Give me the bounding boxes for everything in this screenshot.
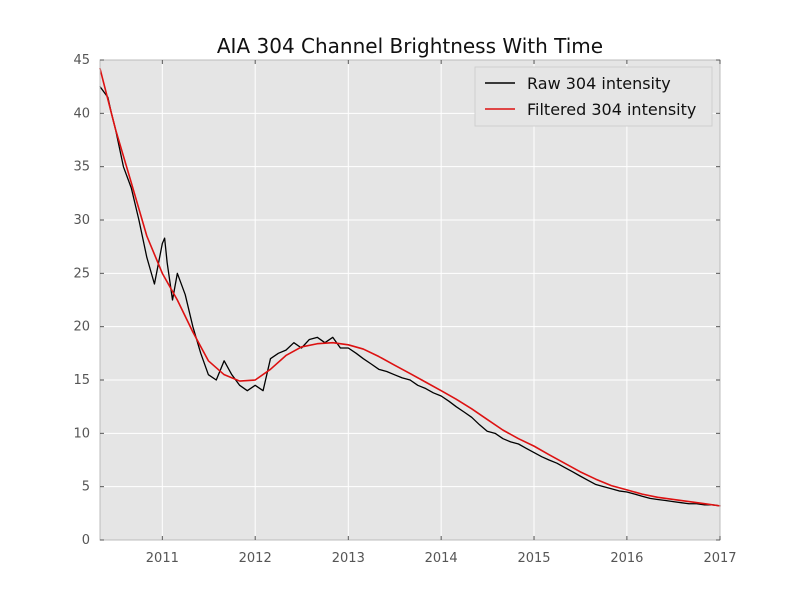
plot-frame xyxy=(99,59,721,541)
ticks xyxy=(100,59,721,541)
legend-box xyxy=(474,66,713,127)
legend-label-filtered: Filtered 304 intensity xyxy=(527,100,696,119)
x-tick-label: 2012 xyxy=(239,551,272,566)
y-tick-label: 45 xyxy=(73,53,90,68)
legend: Raw 304 intensity Filtered 304 intensity xyxy=(474,66,713,127)
x-tick-label: 2013 xyxy=(332,551,365,566)
y-tick-label: 10 xyxy=(73,426,90,441)
chart-title: AIA 304 Channel Brightness With Time xyxy=(217,34,603,58)
filtered-intensity-line xyxy=(99,67,721,507)
y-tick-label: 40 xyxy=(73,106,90,121)
tick-labels: 2011 2012 2013 2014 2015 2016 2017 0 5 10 15 20 25 30… xyxy=(73,53,736,566)
y-tick-label: 25 xyxy=(73,266,90,281)
y-tick-label: 30 xyxy=(73,213,90,228)
y-tick-label: 20 xyxy=(73,320,90,335)
x-tick-label: 2016 xyxy=(610,551,643,566)
series-layer xyxy=(99,67,721,507)
x-tick-label: 2014 xyxy=(425,551,458,566)
plot-background xyxy=(100,60,720,540)
legend-label-raw: Raw 304 intensity xyxy=(527,74,671,93)
y-tick-label: 15 xyxy=(73,373,90,388)
y-tick-label: 5 xyxy=(82,480,90,495)
raw-intensity-line xyxy=(99,86,721,507)
y-tick-label: 35 xyxy=(73,160,90,175)
y-tick-label: 0 xyxy=(82,533,90,548)
x-tick-label: 2015 xyxy=(517,551,550,566)
x-tick-label: 2011 xyxy=(146,551,179,566)
x-tick-label: 2017 xyxy=(703,551,736,566)
